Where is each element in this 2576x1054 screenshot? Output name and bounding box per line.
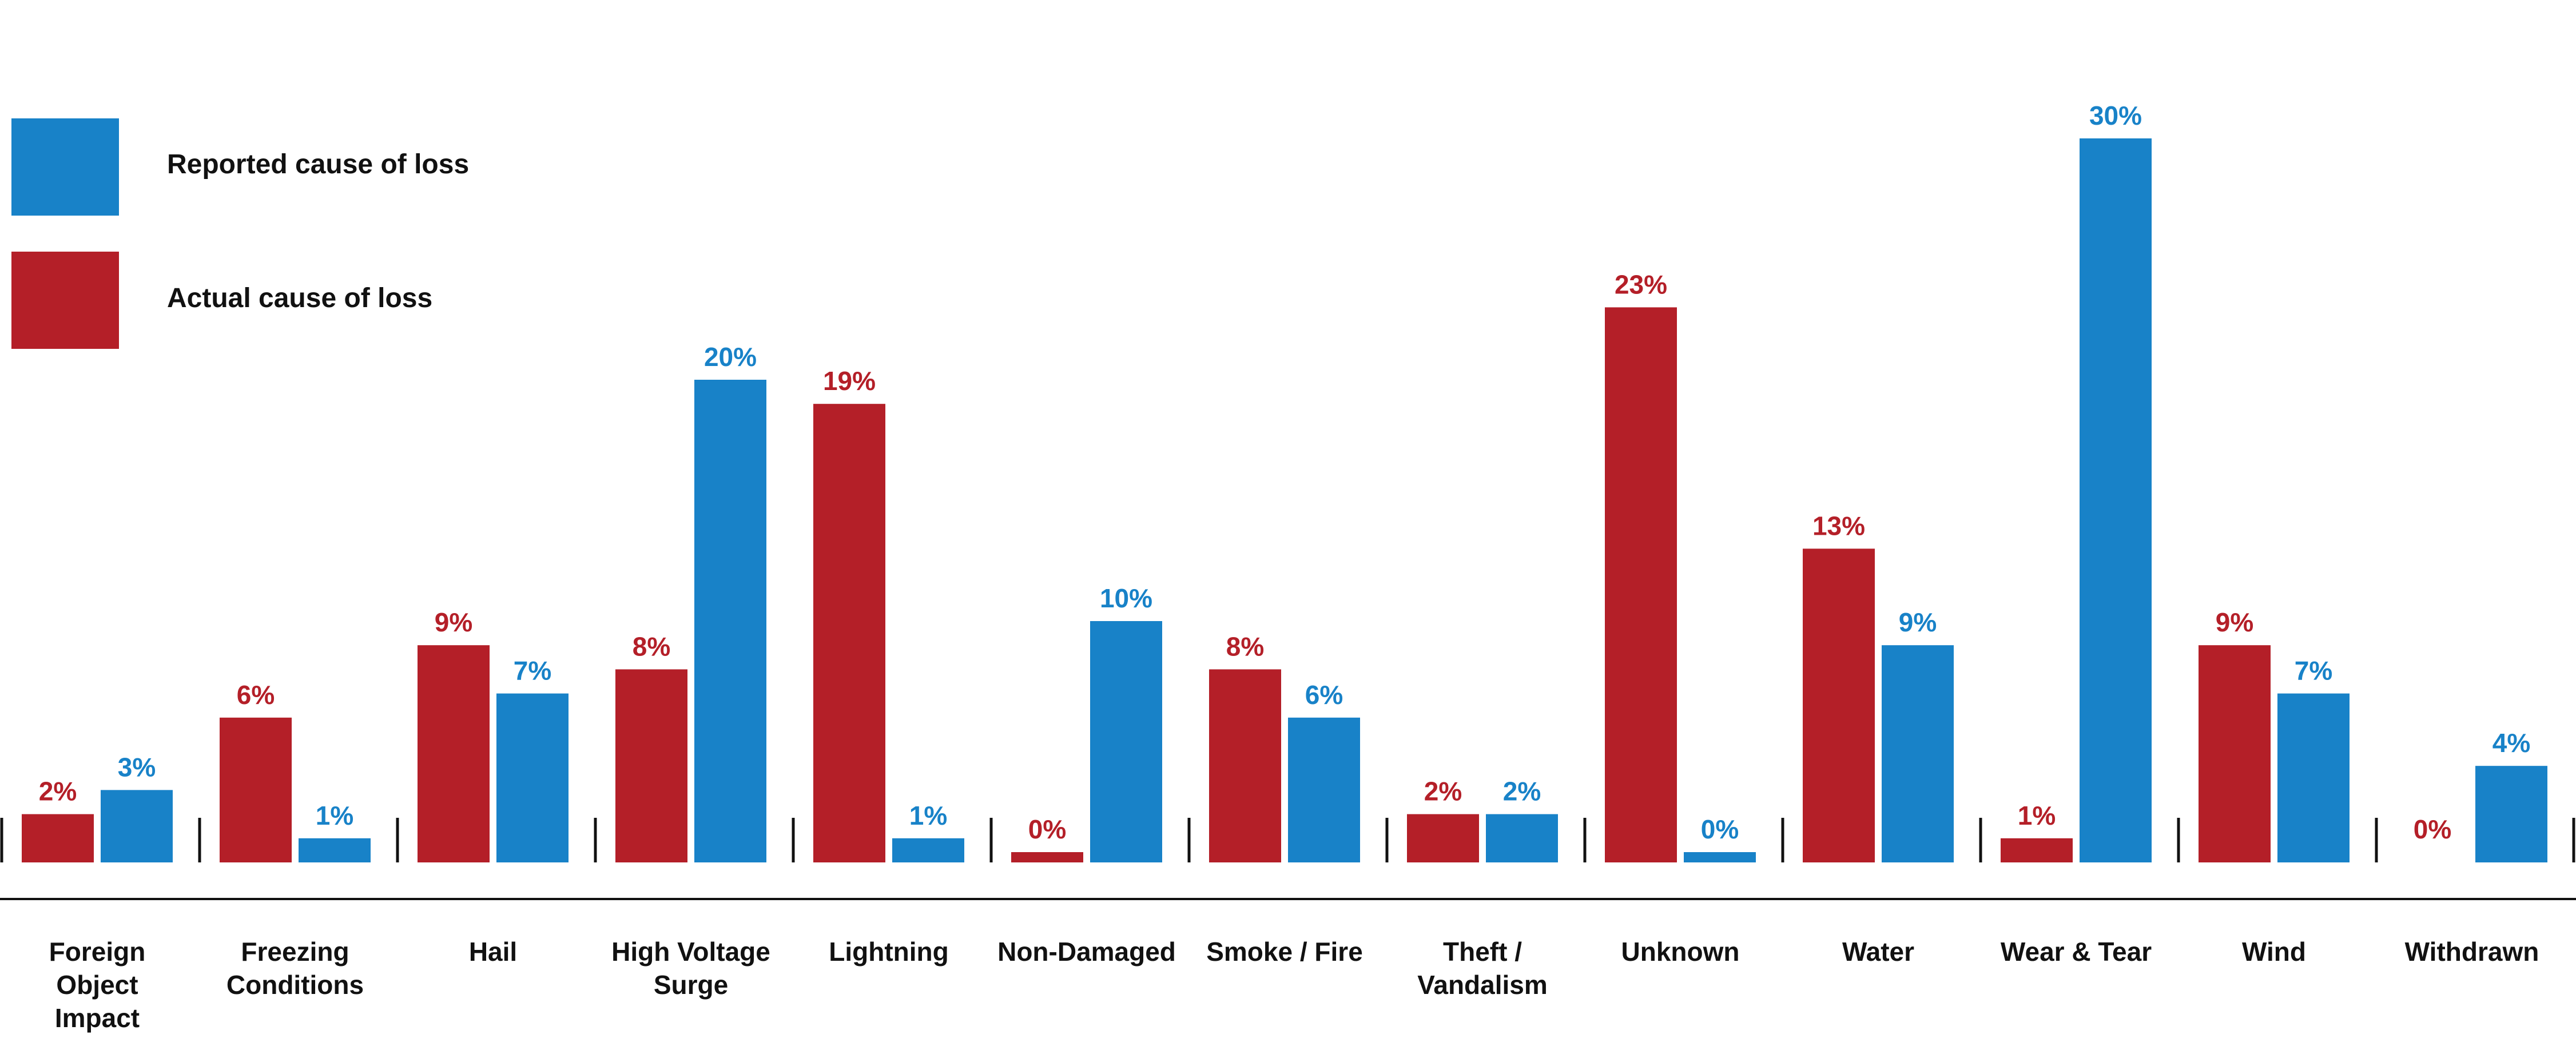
category-label: Freezing Conditions: [226, 937, 364, 1000]
data-label-actual: 2%: [39, 777, 77, 806]
bar-actual: [2001, 838, 2073, 862]
data-label-reported: 6%: [1305, 680, 1343, 710]
category-separators: [0, 818, 2575, 862]
data-label-reported: 4%: [2492, 728, 2530, 758]
data-label-reported: 9%: [1899, 607, 1937, 637]
data-label-reported: 0%: [1701, 814, 1739, 844]
bar-reported: [299, 838, 371, 862]
data-label-actual: 9%: [435, 607, 472, 637]
category-label: Hail: [469, 937, 517, 967]
data-label-actual: 9%: [2216, 607, 2253, 637]
bar-reported: [1090, 621, 1162, 862]
value-labels: 2% 3% 6% 1% 9% 7% 8% 20% 19% 1% 0% 10% 8% 6% 2% 2% 23% 0%…: [39, 101, 2530, 844]
bar-actual: [220, 717, 292, 862]
category-label: High Voltage Surge: [611, 937, 770, 1000]
data-label-reported: 1%: [909, 801, 947, 830]
category-label: Water: [1842, 937, 1914, 967]
category-label: Wind: [2242, 937, 2306, 967]
data-label-actual: 8%: [1226, 631, 1264, 661]
data-label-reported: 30%: [2089, 101, 2142, 130]
data-label-reported: 20%: [704, 342, 757, 372]
bar-reported: [2475, 766, 2547, 862]
bar-reported: [2080, 138, 2152, 862]
bar-actual: [418, 645, 490, 862]
category-label: Unknown: [1621, 937, 1740, 967]
bar-actual: [1011, 852, 1083, 862]
data-label-actual: 13%: [1812, 511, 1865, 540]
data-label-actual: 19%: [823, 366, 876, 396]
data-label-reported: 7%: [514, 656, 551, 686]
category-label: Foreign Object Impact: [49, 937, 146, 1033]
legend: Reported cause of loss Actual cause of l…: [11, 118, 469, 349]
bars: [22, 138, 2547, 862]
legend-swatch-reported: [11, 118, 119, 216]
bar-reported: [2277, 693, 2350, 862]
data-label-actual: 8%: [633, 631, 670, 661]
category-label: Smoke / Fire: [1206, 937, 1363, 967]
legend-label-reported: Reported cause of loss: [167, 149, 469, 180]
bar-actual: [1209, 669, 1281, 862]
bar-reported: [1486, 814, 1558, 862]
bar-actual: [1407, 814, 1479, 862]
data-label-actual: 2%: [1424, 777, 1462, 806]
bar-actual: [22, 814, 94, 862]
bar-actual: [2199, 645, 2271, 862]
data-label-actual: 0%: [1028, 814, 1066, 844]
bar-reported: [101, 790, 173, 862]
category-label: Non-Damaged: [997, 937, 1176, 967]
bar-actual: [615, 669, 687, 862]
bar-actual: [813, 404, 885, 862]
category-label: Withdrawn: [2405, 937, 2539, 967]
bar-actual: [1803, 548, 1875, 862]
category-label: Wear & Tear: [2001, 937, 2152, 967]
data-label-actual: 6%: [237, 680, 275, 710]
bar-reported: [694, 380, 766, 862]
bar-reported: [1882, 645, 1954, 862]
legend-label-actual: Actual cause of loss: [167, 283, 432, 313]
category-label: Lightning: [829, 937, 948, 967]
bar-reported: [1288, 717, 1360, 862]
data-label-reported: 7%: [2295, 656, 2332, 686]
bar-actual: [1605, 307, 1677, 862]
bar-reported: [892, 838, 964, 862]
bar-reported: [496, 693, 569, 862]
bar-reported: [1684, 852, 1756, 862]
data-label-actual: 1%: [2018, 801, 2056, 830]
legend-swatch-actual: [11, 252, 119, 349]
data-label-reported: 1%: [316, 801, 353, 830]
data-label-actual: 0%: [2414, 814, 2451, 844]
category-label: Theft / Vandalism: [1417, 937, 1548, 1000]
data-label-actual: 23%: [1615, 269, 1667, 299]
data-label-reported: 10%: [1100, 583, 1152, 613]
data-label-reported: 3%: [118, 752, 156, 782]
category-labels: Foreign Object Impact Freezing Conditions Hai…: [49, 937, 2539, 1033]
data-label-reported: 2%: [1503, 777, 1541, 806]
